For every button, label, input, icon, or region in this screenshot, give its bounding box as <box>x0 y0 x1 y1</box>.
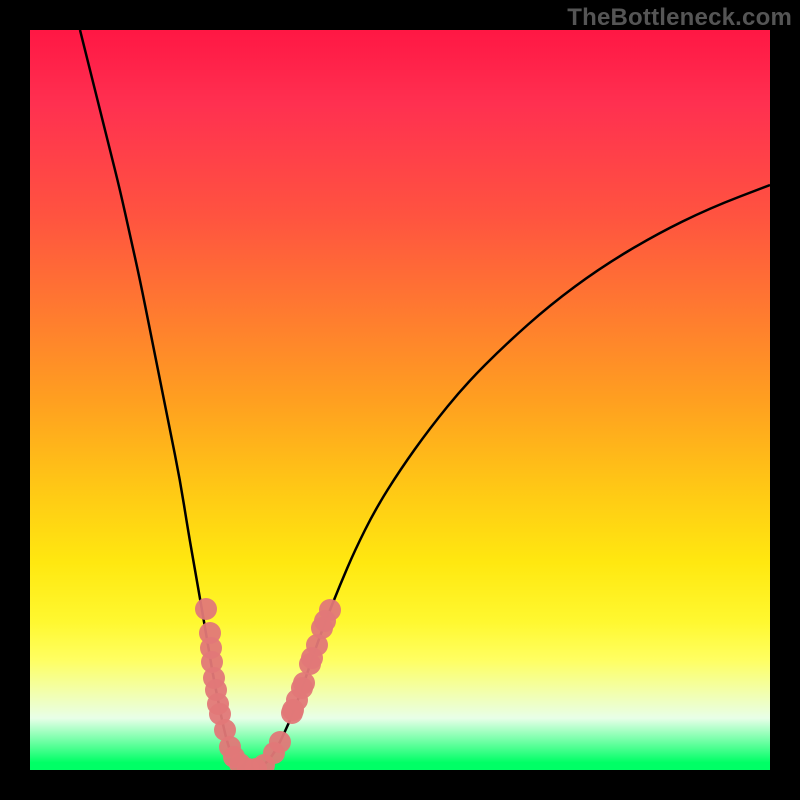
watermark-text: TheBottleneck.com <box>567 4 792 32</box>
marker-dot <box>319 599 341 621</box>
marker-dot <box>269 731 291 753</box>
marker-dot <box>195 598 217 620</box>
curve-left <box>80 30 250 770</box>
chart-svg <box>30 30 770 770</box>
plot-area <box>30 30 770 770</box>
marker-dot <box>293 672 315 694</box>
curve-right <box>250 185 770 770</box>
